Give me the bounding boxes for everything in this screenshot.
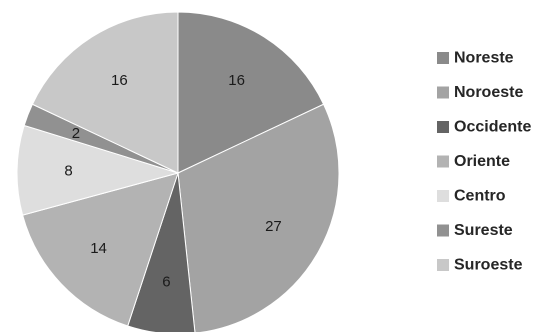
legend-label-occidente: Occidente (454, 119, 531, 136)
legend-label-noroeste: Noroeste (454, 84, 523, 101)
data-label-centro: 8 (64, 163, 72, 180)
legend-swatch-sureste (437, 224, 449, 237)
data-label-noroeste: 27 (265, 218, 282, 235)
data-label-oriente: 14 (90, 240, 107, 257)
legend-swatch-occidente (437, 121, 449, 133)
legend-label-noreste: Noreste (454, 50, 514, 67)
data-label-suroeste: 16 (111, 72, 128, 89)
legend-item-oriente: Oriente (437, 153, 510, 170)
legend-swatch-suroeste (437, 259, 449, 271)
legend-item-sureste: Sureste (437, 222, 513, 239)
legend-label-suroeste: Suroeste (454, 257, 523, 274)
legend: Noreste Noroeste Occidente Oriente Centro Sur… (437, 50, 531, 274)
legend-label-centro: Centro (454, 188, 506, 205)
legend-swatch-centro (437, 190, 449, 202)
legend-item-centro: Centro (437, 188, 506, 205)
legend-swatch-noreste (437, 52, 449, 64)
pie-slice-oriente (21, 172, 179, 327)
legend-label-sureste: Sureste (454, 222, 513, 239)
pie-slice-suroeste (31, 11, 179, 174)
pie-data-labels: 16 27 6 14 8 2 16 (64, 72, 281, 290)
pie-slice-noreste (177, 11, 325, 174)
data-label-occidente: 6 (162, 273, 170, 290)
legend-label-oriente: Oriente (454, 153, 510, 170)
pie-slices (16, 11, 340, 332)
legend-swatch-oriente (437, 155, 449, 168)
pie-slice-noroeste (177, 103, 340, 332)
data-label-noreste: 16 (228, 72, 245, 89)
pie-slice-centro (16, 124, 180, 216)
legend-item-noreste: Noreste (437, 50, 514, 67)
legend-swatch-noroeste (437, 86, 449, 99)
legend-item-noroeste: Noroeste (437, 84, 523, 101)
legend-item-suroeste: Suroeste (437, 257, 523, 274)
data-label-sureste: 2 (72, 125, 80, 142)
legend-item-occidente: Occidente (437, 119, 531, 136)
